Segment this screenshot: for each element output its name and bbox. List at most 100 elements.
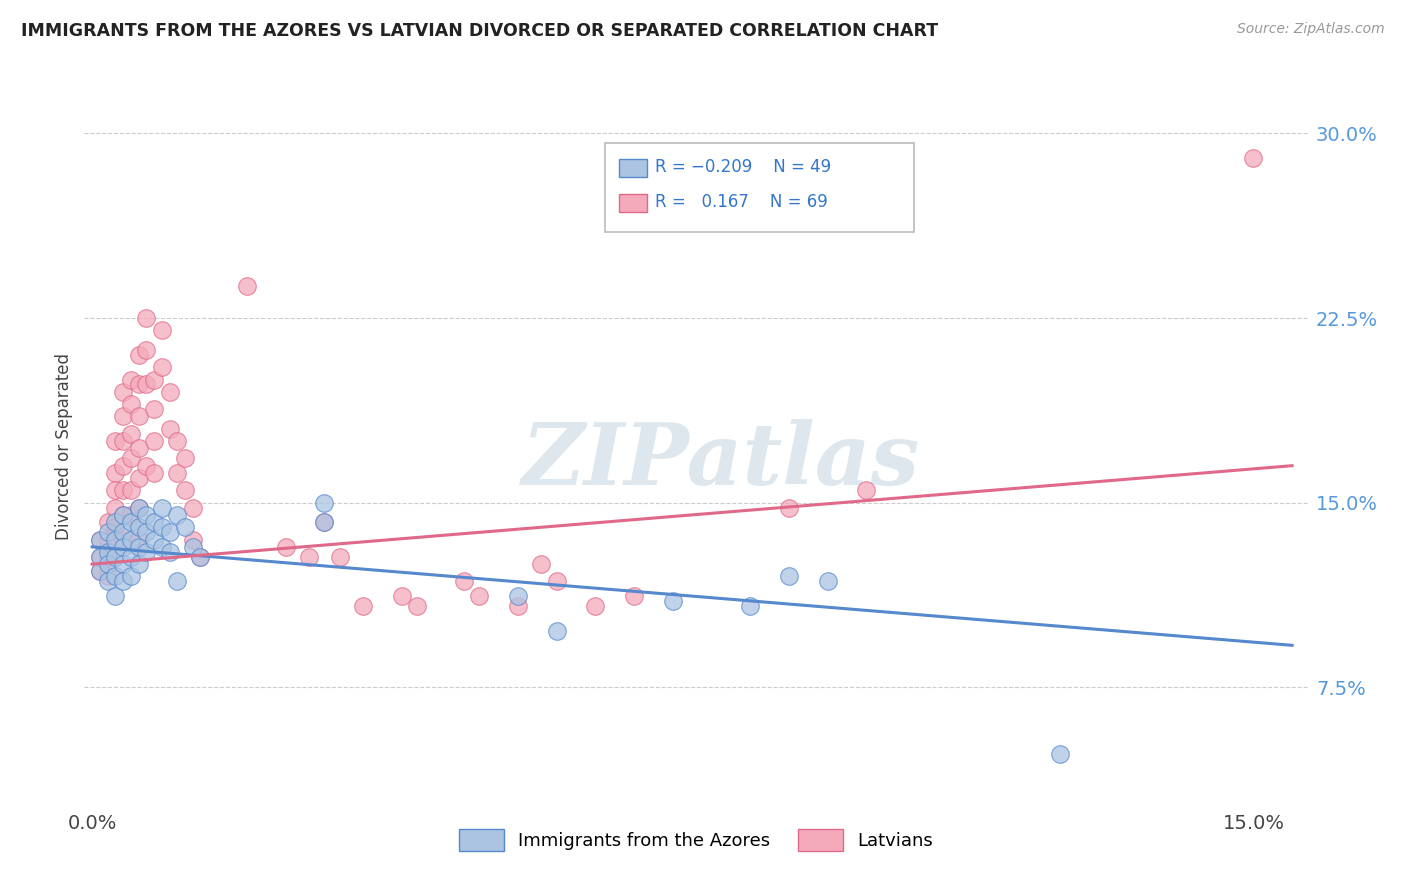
Point bbox=[135, 525, 157, 540]
Point bbox=[143, 533, 166, 547]
Point bbox=[104, 434, 127, 448]
Point bbox=[855, 483, 877, 498]
Point bbox=[97, 525, 120, 540]
Point bbox=[181, 540, 204, 554]
Point bbox=[135, 545, 157, 559]
Point bbox=[329, 549, 352, 564]
Point bbox=[314, 495, 336, 509]
Point bbox=[112, 409, 135, 424]
Point bbox=[89, 565, 111, 579]
Point bbox=[128, 557, 150, 571]
Point bbox=[174, 451, 197, 466]
Point bbox=[817, 574, 839, 589]
Point bbox=[546, 624, 568, 638]
Point bbox=[150, 520, 173, 534]
Point bbox=[104, 589, 127, 603]
Point bbox=[166, 574, 188, 589]
Point bbox=[174, 483, 197, 498]
Point bbox=[135, 311, 157, 326]
Point bbox=[112, 483, 135, 498]
Point bbox=[112, 508, 135, 522]
Point bbox=[406, 599, 429, 613]
Point bbox=[89, 533, 111, 547]
Point bbox=[120, 397, 142, 411]
Point bbox=[530, 557, 553, 571]
Point bbox=[97, 533, 120, 547]
Text: IMMIGRANTS FROM THE AZORES VS LATVIAN DIVORCED OR SEPARATED CORRELATION CHART: IMMIGRANTS FROM THE AZORES VS LATVIAN DI… bbox=[21, 22, 938, 40]
Point bbox=[135, 377, 157, 392]
Point bbox=[104, 516, 127, 530]
Point bbox=[1241, 151, 1264, 165]
Point bbox=[778, 569, 800, 583]
Point bbox=[352, 599, 374, 613]
Point bbox=[391, 589, 413, 603]
Text: ZIPatlas: ZIPatlas bbox=[522, 418, 920, 502]
Point bbox=[190, 549, 212, 564]
Point bbox=[112, 540, 135, 554]
Point bbox=[506, 589, 529, 603]
Point bbox=[661, 594, 683, 608]
Point bbox=[181, 533, 204, 547]
Point bbox=[104, 533, 127, 547]
Point bbox=[128, 520, 150, 534]
Point bbox=[112, 458, 135, 473]
Point bbox=[112, 525, 135, 540]
Point bbox=[453, 574, 475, 589]
Point bbox=[314, 516, 336, 530]
Point bbox=[128, 500, 150, 515]
Point bbox=[506, 599, 529, 613]
Point bbox=[143, 434, 166, 448]
Point bbox=[150, 360, 173, 375]
Point bbox=[128, 348, 150, 362]
Point bbox=[135, 458, 157, 473]
Y-axis label: Divorced or Separated: Divorced or Separated bbox=[55, 352, 73, 540]
Point bbox=[104, 569, 127, 583]
Point bbox=[143, 466, 166, 480]
Point bbox=[128, 540, 150, 554]
Point bbox=[112, 508, 135, 522]
Point bbox=[468, 589, 491, 603]
Point bbox=[135, 508, 157, 522]
Point bbox=[89, 565, 111, 579]
Point bbox=[166, 508, 188, 522]
Point bbox=[159, 545, 181, 559]
Point bbox=[143, 373, 166, 387]
Point bbox=[97, 574, 120, 589]
Point bbox=[314, 516, 336, 530]
Text: Source: ZipAtlas.com: Source: ZipAtlas.com bbox=[1237, 22, 1385, 37]
Point bbox=[181, 500, 204, 515]
Point bbox=[128, 500, 150, 515]
Point bbox=[166, 466, 188, 480]
Point bbox=[143, 402, 166, 417]
Point bbox=[97, 545, 120, 559]
Point bbox=[128, 533, 150, 547]
Point bbox=[159, 525, 181, 540]
Point bbox=[112, 434, 135, 448]
Point bbox=[97, 516, 120, 530]
Point bbox=[740, 599, 762, 613]
Point bbox=[104, 500, 127, 515]
Point bbox=[104, 549, 127, 564]
Point bbox=[150, 500, 173, 515]
Point bbox=[120, 373, 142, 387]
Point bbox=[104, 483, 127, 498]
Point bbox=[128, 471, 150, 485]
Point bbox=[128, 442, 150, 456]
Point bbox=[128, 409, 150, 424]
Point bbox=[546, 574, 568, 589]
Point bbox=[135, 343, 157, 357]
Point bbox=[174, 520, 197, 534]
Point bbox=[778, 500, 800, 515]
Point bbox=[120, 483, 142, 498]
Point bbox=[159, 384, 181, 399]
Point bbox=[120, 549, 142, 564]
Point bbox=[150, 323, 173, 337]
Point bbox=[89, 549, 111, 564]
Point bbox=[190, 549, 212, 564]
Point bbox=[166, 434, 188, 448]
Point bbox=[159, 422, 181, 436]
Point bbox=[298, 549, 321, 564]
Point bbox=[97, 557, 120, 571]
Point bbox=[89, 533, 111, 547]
Point bbox=[120, 533, 142, 547]
